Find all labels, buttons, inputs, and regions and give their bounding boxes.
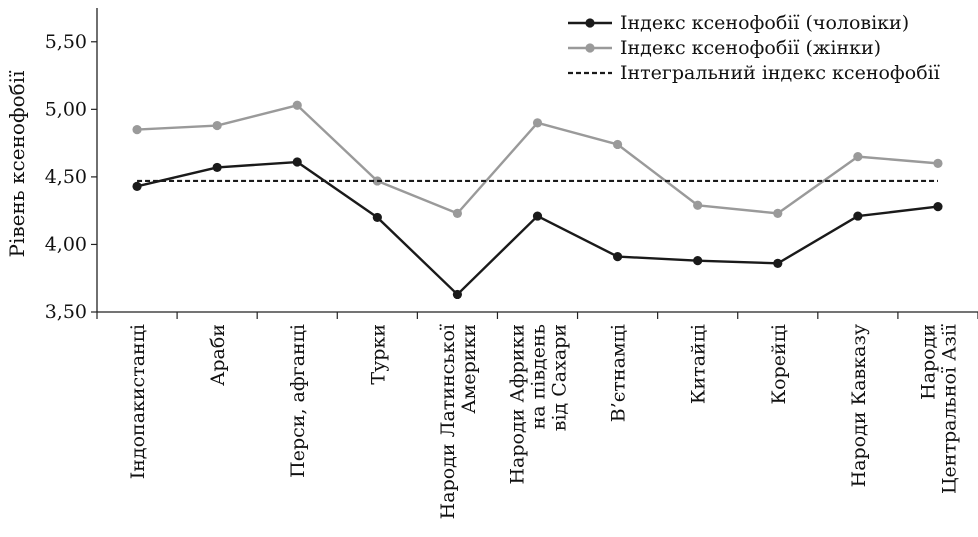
data-point — [452, 208, 463, 218]
legend-label: Індекс ксенофобії (жінки) — [620, 37, 881, 59]
data-point — [693, 256, 703, 266]
data-point — [933, 202, 943, 212]
data-point — [693, 200, 703, 210]
series-2 — [132, 100, 943, 218]
y-tick-label: 5,00 — [45, 98, 87, 120]
data-point — [452, 289, 463, 300]
legend-marker — [585, 18, 595, 28]
y-tick-label: 4,50 — [45, 166, 87, 188]
x-tick-label: Індопакистанці — [127, 324, 149, 479]
x-tick-label-line: Араби — [207, 324, 229, 386]
data-point — [853, 211, 863, 221]
x-tick-label-line: Центральної Азії — [938, 324, 960, 494]
x-tick-label: Народи Кавказу — [848, 324, 870, 487]
data-point — [532, 118, 543, 128]
data-point — [132, 125, 142, 135]
data-point — [292, 157, 302, 167]
x-tick-label: Народи Африки на південь від Сахари — [507, 324, 571, 485]
x-tick-label-line: Народи — [917, 324, 939, 400]
x-ticks: Індопакистанці Араби Перси, афганці Турки На… — [96, 312, 978, 519]
x-tick-label-line: Перси, афганці — [287, 324, 309, 478]
x-tick-label-line: Китайці — [688, 324, 710, 404]
x-tick-label-line: Корейці — [768, 324, 790, 405]
y-tick-label: 5,50 — [45, 31, 87, 53]
data-point — [132, 181, 142, 191]
y-tick-label: 4,00 — [45, 233, 87, 255]
data-point — [212, 120, 222, 131]
x-tick-label-line: Турки — [367, 324, 389, 385]
data-point — [292, 100, 302, 110]
legend-label: Індекс ксенофобії (чоловіки) — [620, 12, 909, 34]
legend-item: Інтегральний індекс ксенофобії — [568, 62, 940, 84]
data-point — [773, 208, 783, 218]
x-tick-label: Народи Центральної Азії — [917, 324, 960, 494]
legend: Індекс ксенофобії (чоловіки) Індекс ксено… — [568, 12, 940, 84]
axes — [96, 8, 978, 313]
x-tick-label: Корейці — [768, 324, 790, 405]
x-tick-label: Турки — [367, 324, 389, 385]
data-point — [612, 139, 623, 150]
x-tick-label: Перси, афганці — [287, 324, 309, 478]
x-tick-label: Араби — [207, 324, 229, 386]
data-point — [773, 258, 783, 268]
legend-item: Індекс ксенофобії (жінки) — [568, 37, 881, 59]
data-point — [853, 152, 863, 162]
data-point — [933, 158, 943, 168]
series-layer — [132, 100, 943, 300]
x-tick-label-line: Америки — [458, 324, 480, 414]
legend-label: Інтегральний індекс ксенофобії — [620, 62, 940, 84]
y-ticks: 3,50 4,00 4,50 5,00 5,50 — [45, 31, 97, 323]
x-tick-label-line: Народи Латинської — [437, 324, 459, 519]
legend-item: Індекс ксенофобії (чоловіки) — [568, 12, 909, 34]
y-axis-label: Рівень ксенофобії — [5, 70, 29, 258]
x-tick-label: В’єтнамці — [608, 324, 630, 422]
series-1 — [132, 157, 943, 300]
x-tick-label-line: Народи Африки — [507, 324, 529, 485]
x-tick-label-line: В’єтнамці — [608, 324, 630, 422]
x-tick-label: Китайці — [688, 324, 710, 404]
data-point — [372, 212, 382, 223]
legend-marker — [585, 43, 595, 53]
x-tick-label-line: на південь — [528, 324, 550, 429]
x-tick-label-line: Народи Кавказу — [848, 324, 870, 487]
data-point — [612, 252, 623, 262]
x-tick-label: Народи Латинської Америки — [437, 324, 480, 519]
y-tick-label: 3,50 — [45, 301, 87, 323]
x-tick-label-line: від Сахари — [549, 324, 571, 431]
data-point — [212, 162, 222, 173]
x-tick-label-line: Індопакистанці — [127, 324, 149, 479]
data-point — [532, 211, 543, 221]
